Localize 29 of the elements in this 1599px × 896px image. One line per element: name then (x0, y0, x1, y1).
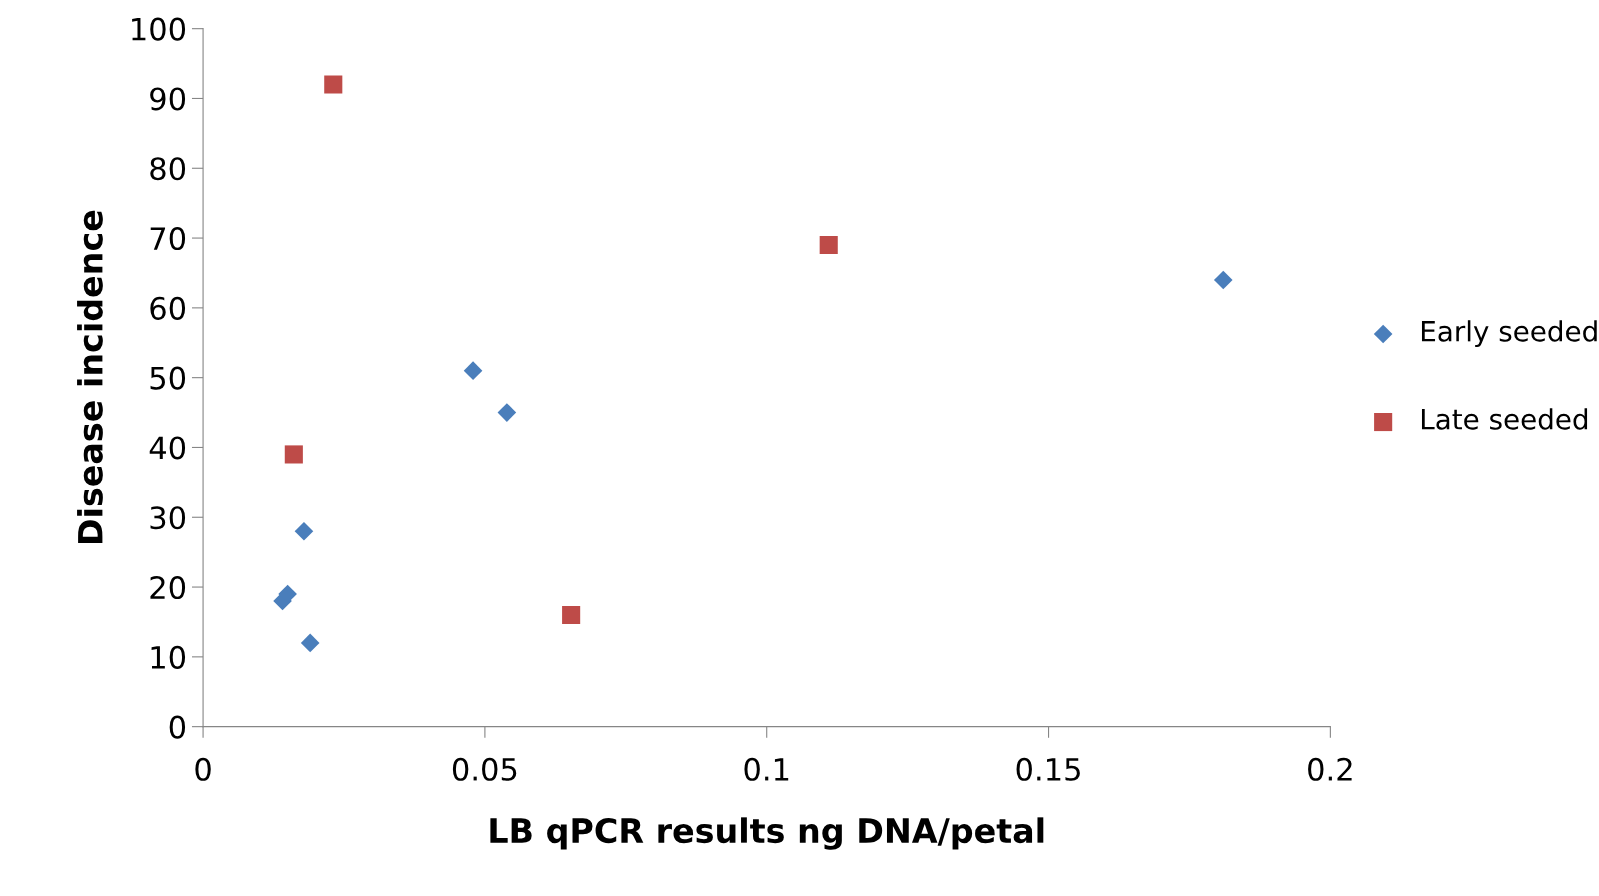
point (324, 75, 343, 94)
y-tick-label: 100 (132, 17, 186, 41)
point (1213, 270, 1233, 290)
y-tick-label: 0 (169, 715, 186, 739)
x-axis-title: LB qPCR results ng DNA/petal (490, 817, 1044, 850)
y-tick-label: 60 (150, 296, 186, 320)
y-tick-label: 30 (150, 506, 186, 530)
y-tick-label: 90 (150, 87, 186, 111)
point (819, 235, 838, 255)
point (300, 633, 320, 653)
y-tick-label: 80 (150, 157, 186, 181)
y-tick-label: 40 (149, 436, 186, 460)
point (497, 403, 517, 422)
y-tick-label: 50 (150, 366, 186, 390)
y-tick-label: 20 (150, 575, 186, 600)
y-axis-title: Disease incidence (77, 210, 103, 544)
point (284, 445, 303, 464)
point (294, 521, 314, 541)
legend-label: Early seeded (1421, 320, 1597, 348)
y-tick-label: 70 (150, 227, 186, 251)
x-tick-label: 0.1 (744, 757, 789, 781)
point (463, 361, 483, 380)
legend-label: Late seeded (1421, 408, 1588, 430)
x-tick-label: 0.15 (1016, 757, 1080, 781)
x-tick-label: 0.05 (452, 757, 517, 781)
x-tick-label: 0.2 (1308, 757, 1352, 781)
x-tick-label: 0 (195, 757, 211, 781)
point (562, 605, 581, 625)
y-tick-label: 10 (151, 645, 186, 669)
